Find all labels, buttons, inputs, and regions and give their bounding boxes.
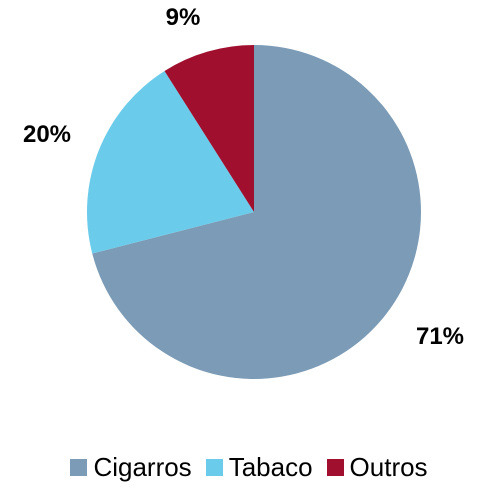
legend-label: Outros (349, 452, 428, 482)
legend-swatch (326, 458, 344, 476)
legend-swatch (70, 458, 88, 476)
legend-item-cigarros: Cigarros (70, 452, 192, 482)
legend-label: Tabaco (228, 452, 313, 482)
pie-labels: 71% 20% 9% (23, 4, 464, 350)
data-label-outros: 9% (166, 4, 201, 31)
pie-slices (86, 45, 422, 379)
legend-swatch (205, 458, 223, 476)
pie-slice-cigarros (92, 45, 422, 379)
pie-slice-outros (164, 45, 254, 212)
pie-slice-tabaco (86, 70, 254, 254)
data-label-tabaco: 20% (23, 121, 71, 148)
legend-label: Cigarros (93, 452, 192, 482)
legend-item-outros: Outros (326, 452, 428, 482)
legend: Cigarros Tabaco Outros (0, 452, 498, 482)
data-label-cigarros: 71% (416, 323, 464, 350)
legend-item-tabaco: Tabaco (205, 452, 313, 482)
